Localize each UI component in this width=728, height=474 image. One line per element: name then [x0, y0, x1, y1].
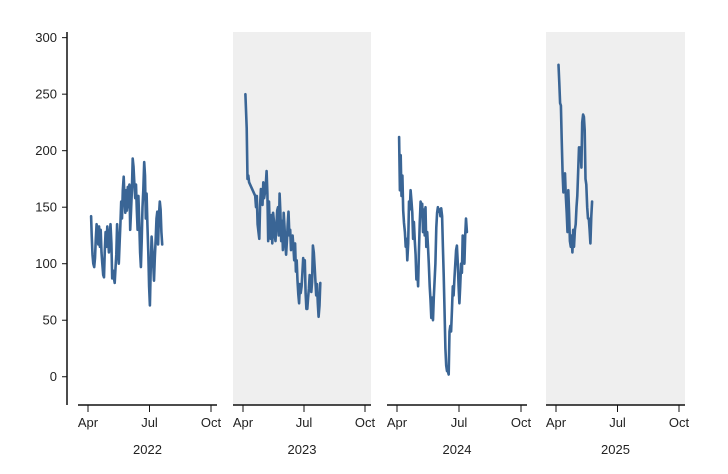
x-tick-label: Oct	[669, 415, 690, 430]
y-tick-label: 200	[35, 143, 57, 158]
year-label-2025: 2025	[601, 442, 630, 457]
year-label-2024: 2024	[443, 442, 472, 457]
y-tick-label: 150	[35, 200, 57, 215]
x-tick-label: Oct	[511, 415, 532, 430]
year-labels: 2022 2023 2024 2025	[133, 442, 630, 457]
x-tick-label: Jul	[609, 415, 626, 430]
x-tick-label: Oct	[355, 415, 376, 430]
x-tick-label: Jul	[451, 415, 468, 430]
x-tick-label: Apr	[78, 415, 99, 430]
series-line-2022	[89, 157, 164, 307]
y-axis: 0 50 100 150 200 250 300	[35, 30, 68, 405]
y-tick-label: 50	[43, 313, 57, 328]
series-line-2024	[397, 135, 469, 376]
x-tick-label: Jul	[296, 415, 313, 430]
series-lines	[89, 63, 594, 376]
panel-shading-layer	[233, 32, 685, 405]
year-label-2022: 2022	[133, 442, 162, 457]
series-line-2023	[244, 92, 322, 319]
x-tick-label: Apr	[233, 415, 254, 430]
panel-shade-2023	[233, 32, 371, 405]
x-tick-label: Oct	[201, 415, 222, 430]
x-axes: Apr Jul Oct Apr Jul Oct Apr Jul Oct Apr Jul Oct	[78, 404, 690, 430]
y-tick-label: 100	[35, 256, 57, 271]
y-tick-label: 250	[35, 87, 57, 102]
x-tick-label: Apr	[387, 415, 408, 430]
y-tick-label: 0	[50, 369, 57, 384]
x-tick-label: Jul	[141, 415, 158, 430]
year-label-2023: 2023	[288, 442, 317, 457]
x-tick-label: Apr	[546, 415, 567, 430]
y-tick-label: 300	[35, 30, 57, 45]
series-line-2025	[557, 63, 594, 254]
